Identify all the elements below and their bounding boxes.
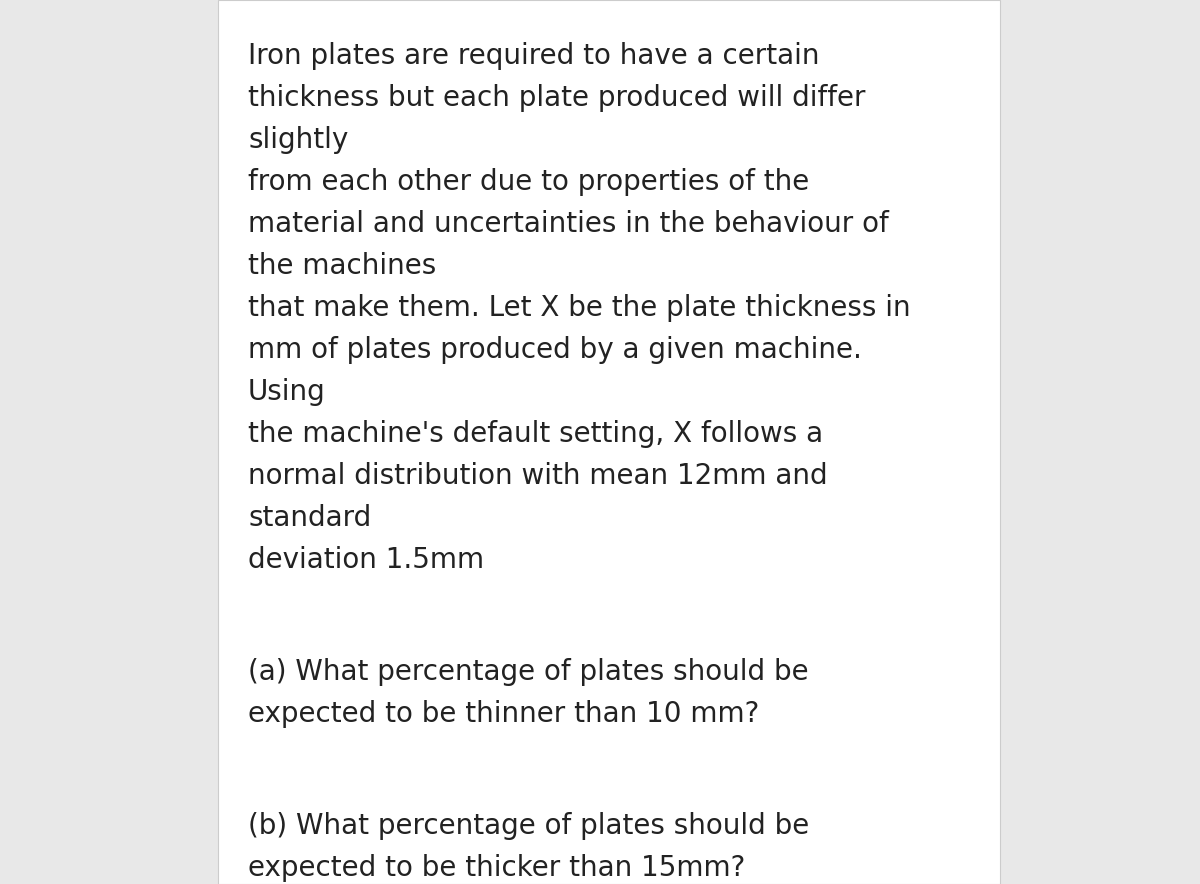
Text: Iron plates are required to have a certain: Iron plates are required to have a certa… (248, 42, 820, 70)
Text: slightly: slightly (248, 126, 348, 154)
Text: expected to be thinner than 10 mm?: expected to be thinner than 10 mm? (248, 700, 760, 728)
Text: (b) What percentage of plates should be: (b) What percentage of plates should be (248, 812, 809, 840)
Text: Using: Using (248, 378, 325, 406)
Text: the machine's default setting, X follows a: the machine's default setting, X follows… (248, 420, 823, 448)
Text: (a) What percentage of plates should be: (a) What percentage of plates should be (248, 658, 809, 686)
Text: that make them. Let X be the plate thickness in: that make them. Let X be the plate thick… (248, 294, 911, 322)
Text: standard: standard (248, 504, 371, 532)
Text: deviation 1.5mm: deviation 1.5mm (248, 546, 484, 574)
Text: mm of plates produced by a given machine.: mm of plates produced by a given machine… (248, 336, 862, 364)
Text: the machines: the machines (248, 252, 437, 280)
Text: expected to be thicker than 15mm?: expected to be thicker than 15mm? (248, 854, 745, 882)
Text: thickness but each plate produced will differ: thickness but each plate produced will d… (248, 84, 865, 112)
Text: from each other due to properties of the: from each other due to properties of the (248, 168, 809, 196)
Text: material and uncertainties in the behaviour of: material and uncertainties in the behavi… (248, 210, 889, 238)
Text: normal distribution with mean 12mm and: normal distribution with mean 12mm and (248, 462, 828, 490)
